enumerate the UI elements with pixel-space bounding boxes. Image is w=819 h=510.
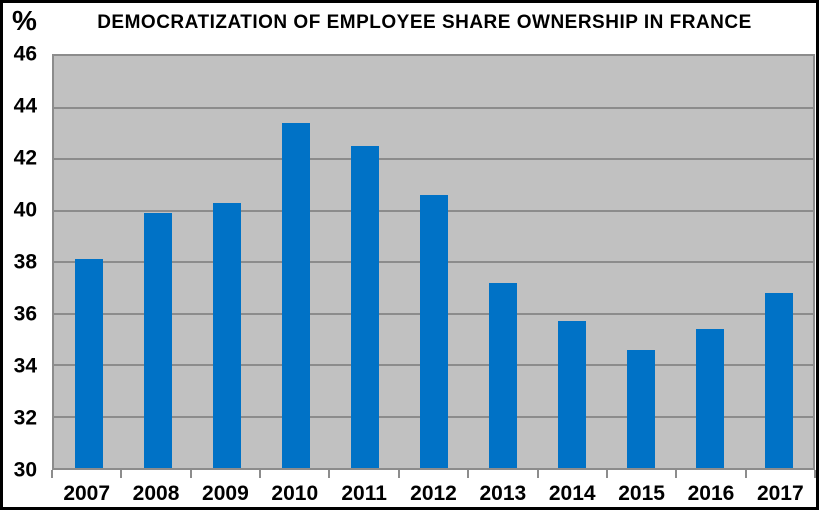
- bar-2011: [350, 146, 379, 468]
- x-tick-label: 2009: [202, 482, 249, 505]
- x-tick-label: 2013: [479, 482, 527, 505]
- x-tick-label: 2011: [341, 482, 387, 505]
- x-tick-label: 2016: [687, 482, 735, 505]
- x-tick-label: 2017: [756, 482, 804, 505]
- x-tick-label: 2014: [548, 482, 596, 505]
- x-axis-labels: 2007 2008 2009 2010 2011 2012 2013 2014 2015 2016…: [52, 482, 815, 507]
- y-tick-label: 30: [13, 458, 37, 482]
- x-tick-label: 2008: [132, 482, 180, 505]
- gridline: [54, 158, 813, 160]
- x-tick-mark: [675, 470, 678, 478]
- x-tick-mark: [397, 470, 400, 478]
- x-tick-mark: [467, 470, 470, 478]
- x-tick-mark: [814, 470, 816, 478]
- bar-2013: [488, 282, 517, 468]
- bar-2017: [764, 292, 793, 468]
- x-tick-mark: [328, 470, 331, 478]
- x-tick-mark: [744, 470, 747, 478]
- x-tick-label: 2010: [271, 482, 319, 505]
- y-tick-label: 42: [13, 146, 37, 170]
- y-tick-label: 46: [13, 42, 37, 66]
- gridline: [54, 106, 813, 109]
- x-tick-label: 2007: [63, 482, 111, 505]
- y-tick-label: 38: [13, 250, 37, 274]
- bar-2012: [419, 195, 448, 468]
- x-axis-tick-marks: [51, 470, 816, 479]
- plot-area: [52, 54, 815, 470]
- bar-2008: [143, 213, 172, 468]
- x-tick-label: 2015: [618, 482, 665, 505]
- y-axis-labels: 30 32 34 36 38 40 42 44 46: [3, 44, 41, 481]
- bar-2009: [212, 202, 241, 468]
- y-tick-label: 44: [13, 94, 37, 118]
- y-tick-label: 32: [13, 406, 37, 430]
- bar-2010: [281, 122, 310, 468]
- x-tick-mark: [189, 470, 192, 478]
- x-tick-label: 2012: [410, 482, 457, 505]
- bar-2014: [557, 321, 586, 468]
- x-tick-mark: [605, 470, 608, 478]
- x-tick-mark: [536, 470, 539, 478]
- y-tick-label: 36: [13, 302, 37, 326]
- bar-2015: [626, 349, 655, 468]
- bar-2016: [695, 328, 724, 468]
- x-tick-mark: [51, 470, 53, 478]
- chart-title: DEMOCRATIZATION OF EMPLOYEE SHARE OWNERS…: [97, 12, 752, 33]
- bar-2007: [74, 259, 103, 468]
- x-tick-mark: [259, 470, 262, 478]
- y-tick-label: 40: [13, 198, 37, 222]
- y-axis-unit-label: %: [12, 5, 37, 36]
- x-tick-mark: [120, 470, 123, 478]
- y-tick-label: 34: [13, 354, 37, 378]
